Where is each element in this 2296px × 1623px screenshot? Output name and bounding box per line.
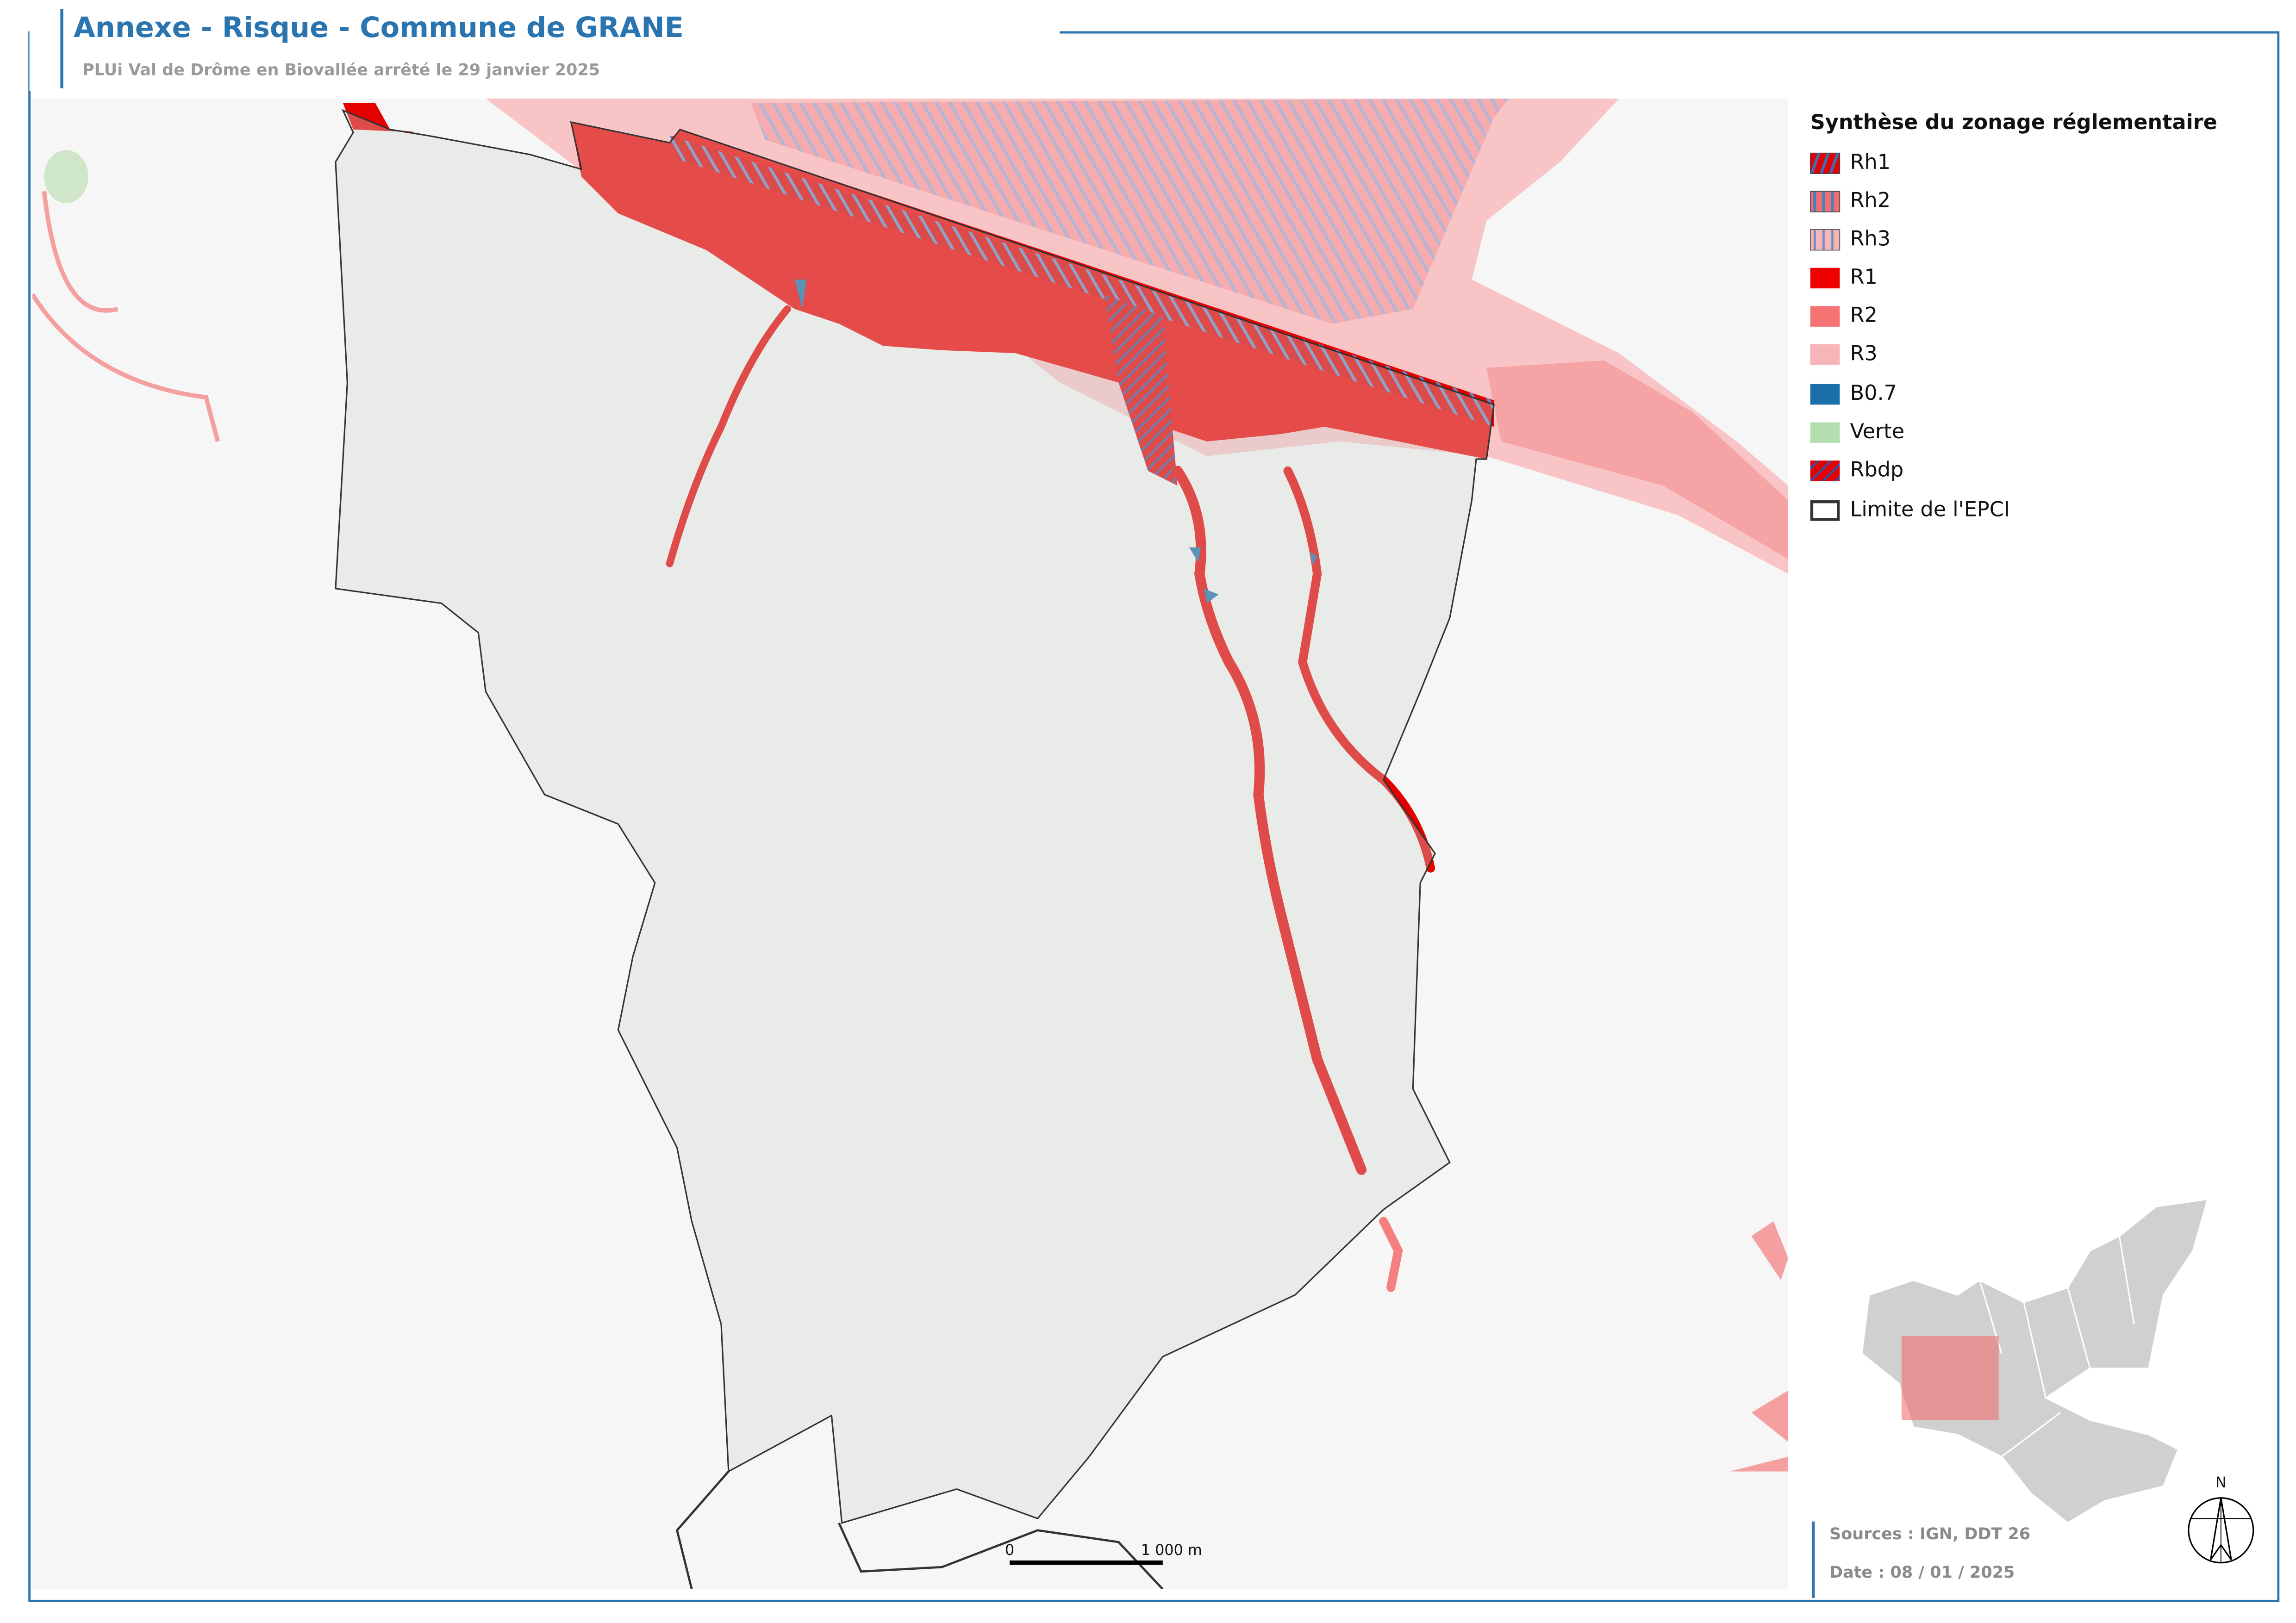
- legend-label: Rh1: [1850, 150, 1890, 174]
- r2-zone: [1486, 360, 1789, 560]
- legend-swatch: [1810, 267, 1840, 289]
- rh3-strip: [750, 99, 1509, 324]
- legend-swatch: [1810, 306, 1840, 327]
- subtitle: PLUi Val de Drôme en Biovallée arrêté le…: [82, 61, 600, 80]
- rbdp-strip: [669, 135, 1494, 427]
- legend-swatch: [1810, 384, 1840, 405]
- sources: Sources : IGN, DDT 26: [1829, 1525, 2030, 1543]
- legend-label: Rh2: [1850, 189, 1890, 212]
- scale-start: 0: [1005, 1542, 1014, 1559]
- r1-zone: [571, 122, 1494, 460]
- legend-swatch: [1809, 229, 1841, 251]
- inset-extent: [1901, 1336, 1999, 1420]
- legend-label: R2: [1850, 304, 1878, 327]
- legend-swatch: [1810, 500, 1840, 521]
- legend-label: B0.7: [1850, 381, 1897, 405]
- date: Date : 08 / 01 / 2025: [1829, 1563, 2015, 1582]
- legend-label: R1: [1850, 265, 1878, 289]
- map: 0 1 000 m: [32, 99, 1789, 1589]
- commune-boundary: [335, 109, 1495, 1524]
- legend-swatch: [1809, 152, 1841, 174]
- green-area: [44, 150, 88, 203]
- inset-map: [1861, 1198, 2209, 1524]
- epci-boundary: [675, 1470, 1164, 1589]
- legend-label: Rbdp: [1850, 458, 1904, 481]
- r1-zone: [343, 103, 420, 133]
- north-arrow: N: [2188, 1474, 2254, 1564]
- legend-label: Verte: [1850, 420, 1904, 443]
- legend-swatch: [1810, 460, 1840, 481]
- legend-swatch: [1810, 422, 1840, 443]
- stream: [32, 191, 220, 442]
- title: Annexe - Risque - Commune de GRANE: [74, 12, 684, 44]
- b07-zone: [794, 280, 807, 309]
- legend-label: Limite de l'EPCI: [1850, 497, 2010, 521]
- legend-swatch: [1809, 191, 1841, 212]
- header-bg: [29, 6, 1060, 92]
- r2-zone: [1729, 1221, 1789, 1472]
- legend: Rh1 Rh2 Rh3 R1 R2 R3 B0.7 Verte Rbdp Lim…: [1809, 150, 2010, 521]
- north-label: N: [2215, 1474, 2227, 1491]
- scale-end: 1 000 m: [1141, 1542, 1202, 1559]
- legend-label: Rh3: [1850, 227, 1890, 250]
- legend-title: Synthèse du zonage réglementaire: [1810, 111, 2217, 134]
- rbdp-channel: [1104, 294, 1178, 486]
- legend-swatch: [1810, 344, 1840, 365]
- rivers: [666, 305, 1435, 1292]
- legend-label: R3: [1850, 342, 1878, 365]
